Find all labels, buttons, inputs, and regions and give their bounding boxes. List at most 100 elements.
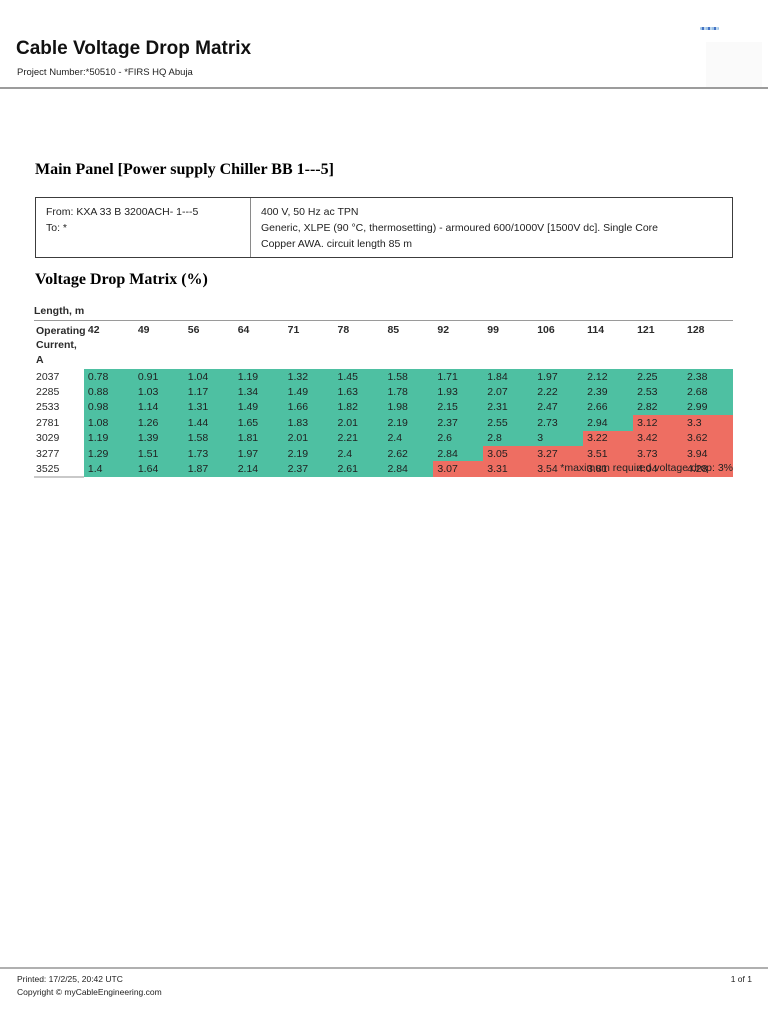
current-row-label: 2285	[34, 384, 84, 400]
operating-current-line2: Current, A	[36, 339, 77, 366]
voltage-drop-cell: 1.34	[233, 384, 284, 400]
voltage-drop-cell: 1.39	[133, 430, 184, 446]
voltage-drop-cell: 2.21	[333, 430, 384, 446]
voltage-drop-cell: 2.55	[483, 415, 534, 431]
voltage-drop-cell: 2.37	[283, 461, 334, 477]
voltage-drop-cell: 0.88	[83, 384, 134, 400]
voltage-drop-cell: 2.22	[533, 384, 584, 400]
length-header-cell: Length, m	[34, 303, 733, 321]
current-row-label: 3525	[34, 461, 84, 478]
logo-placeholder	[706, 42, 762, 88]
voltage-drop-cell: 3.27	[533, 445, 584, 462]
voltage-drop-cell: 1.58	[383, 369, 434, 385]
voltage-drop-cell: 2.19	[283, 445, 334, 462]
current-row-label: 2037	[34, 369, 84, 385]
voltage-drop-cell: 2.01	[333, 415, 384, 431]
voltage-drop-cell: 1.81	[233, 430, 284, 446]
voltage-drop-cell: 1.73	[183, 445, 234, 462]
voltage-drop-cell: 1.83	[283, 415, 334, 431]
voltage-drop-cell: 2.07	[483, 384, 534, 400]
length-header-row: Length, m	[34, 303, 733, 321]
voltage-drop-cell: 2.94	[583, 415, 634, 431]
voltage-drop-cell: 3.62	[682, 430, 733, 446]
voltage-drop-cell: 1.66	[283, 399, 334, 416]
matrix-body: 2037 0.78 0.91 1.04 1.19 1.32 1.45 1.58 1.71 1.84…	[34, 369, 733, 478]
matrix-col-header-row: Operating Current, A 42 49 56 64 71 78 85 92 99 1…	[34, 320, 733, 369]
voltage-drop-cell: 1.64	[133, 461, 184, 477]
brand-logo-icon	[700, 27, 719, 30]
voltage-drop-cell: 1.31	[183, 399, 234, 416]
matrix-row: 3277 1.29 1.51 1.73 1.97 2.19 2.4 2.62 2.84 3.05 3…	[34, 445, 733, 462]
supply-spec: 400 V, 50 Hz ac TPN	[261, 206, 359, 218]
voltage-drop-cell: 3.73	[633, 445, 683, 462]
voltage-drop-cell: 1.84	[483, 369, 534, 385]
voltage-drop-cell: 3.3	[682, 415, 733, 431]
voltage-drop-cell: 2.38	[682, 369, 733, 385]
voltage-drop-cell: 2.66	[583, 399, 634, 416]
length-col-header: 85	[387, 323, 400, 336]
cable-endpoints: From: KXA 33 B 3200ACH- 1---5 To: *	[36, 198, 250, 257]
operating-current-line1: Operating	[36, 324, 86, 337]
cable-spec-line1: Generic, XLPE (90 °C, thermosetting) - a…	[261, 222, 658, 234]
matrix-row: 3525 1.4 1.64 1.87 2.14 2.37 2.61 2.84 3.07 3.31 3…	[34, 461, 733, 478]
voltage-drop-cell: 2.37	[433, 415, 484, 431]
printed-timestamp: Printed: 17/2/25, 20:42 UTC	[17, 974, 123, 984]
voltage-drop-cell: 3.51	[583, 445, 634, 462]
voltage-drop-cell: 1.97	[533, 369, 584, 385]
voltage-drop-cell: 1.51	[133, 445, 184, 462]
header-divider	[0, 87, 768, 89]
voltage-drop-cell: 1.97	[233, 445, 284, 462]
voltage-drop-cell: 1.03	[133, 384, 184, 400]
voltage-drop-cell: 1.87	[183, 461, 234, 477]
length-col-header: 106	[537, 323, 555, 336]
voltage-drop-cell: 1.04	[183, 369, 234, 385]
voltage-drop-cell: 4.04	[633, 461, 683, 477]
footer-divider	[0, 967, 768, 969]
matrix-row: 3029 1.19 1.39 1.58 1.81 2.01 2.21 2.4 2.6 2.8 3 3.…	[34, 430, 733, 446]
matrix-heading: Voltage Drop Matrix (%)	[35, 271, 208, 288]
voltage-drop-cell: 2.25	[633, 369, 683, 385]
voltage-drop-cell: 2.53	[633, 384, 683, 400]
voltage-drop-cell: 1.98	[383, 399, 434, 416]
current-row-label: 2533	[34, 399, 84, 416]
voltage-drop-cell: 2.99	[682, 399, 733, 416]
voltage-drop-cell: 2.19	[383, 415, 434, 431]
voltage-drop-cell: 1.93	[433, 384, 484, 400]
voltage-drop-cell: 1.45	[333, 369, 384, 385]
voltage-drop-cell: 0.91	[133, 369, 184, 385]
voltage-drop-cell: 2.62	[383, 445, 434, 462]
length-col-header: 114	[587, 323, 605, 336]
voltage-drop-cell: 2.4	[333, 445, 384, 462]
voltage-drop-cell: 3.31	[483, 461, 534, 477]
voltage-drop-cell: 1.14	[133, 399, 184, 416]
voltage-drop-cell: 2.4	[383, 430, 434, 446]
voltage-drop-cell: 1.71	[433, 369, 484, 385]
voltage-drop-cell: 2.84	[433, 445, 484, 462]
length-col-header: 78	[337, 323, 350, 336]
cable-info-box: From: KXA 33 B 3200ACH- 1---5 To: * 400 …	[35, 197, 733, 258]
operating-current-header: Operating Current, A	[34, 320, 86, 369]
length-col-header: 92	[437, 323, 450, 336]
cable-spec-line2: Copper AWA. circuit length 85 m	[261, 238, 412, 250]
voltage-drop-cell: 1.65	[233, 415, 284, 431]
length-col-header: 42	[87, 323, 100, 336]
length-col-header: 99	[487, 323, 499, 336]
cable-spec: 400 V, 50 Hz ac TPN Generic, XLPE (90 °C…	[250, 198, 732, 257]
voltage-drop-cell: 2.39	[583, 384, 634, 400]
voltage-drop-cell: 1.63	[333, 384, 384, 400]
matrix-row: 2781 1.08 1.26 1.44 1.65 1.83 2.01 2.19 2.37 2.55…	[34, 415, 733, 431]
voltage-drop-cell: 1.19	[83, 430, 134, 446]
voltage-drop-cell: 2.15	[433, 399, 484, 416]
page-title: Cable Voltage Drop Matrix	[16, 38, 252, 59]
voltage-drop-cell: 4.28	[682, 461, 733, 477]
project-number-line: Project Number:*50510 - *FIRS HQ Abuja	[17, 67, 193, 78]
voltage-drop-cell: 2.31	[483, 399, 534, 416]
voltage-drop-cell: 3.94	[682, 445, 733, 462]
matrix-row: 2037 0.78 0.91 1.04 1.19 1.32 1.45 1.58 1.71 1.84…	[34, 369, 733, 385]
voltage-drop-cell: 2.82	[633, 399, 683, 416]
voltage-drop-cell: 2.84	[383, 461, 434, 477]
voltage-drop-cell: 2.6	[433, 430, 484, 446]
length-col-header: 56	[187, 323, 200, 336]
voltage-drop-cell: 1.49	[233, 399, 284, 416]
